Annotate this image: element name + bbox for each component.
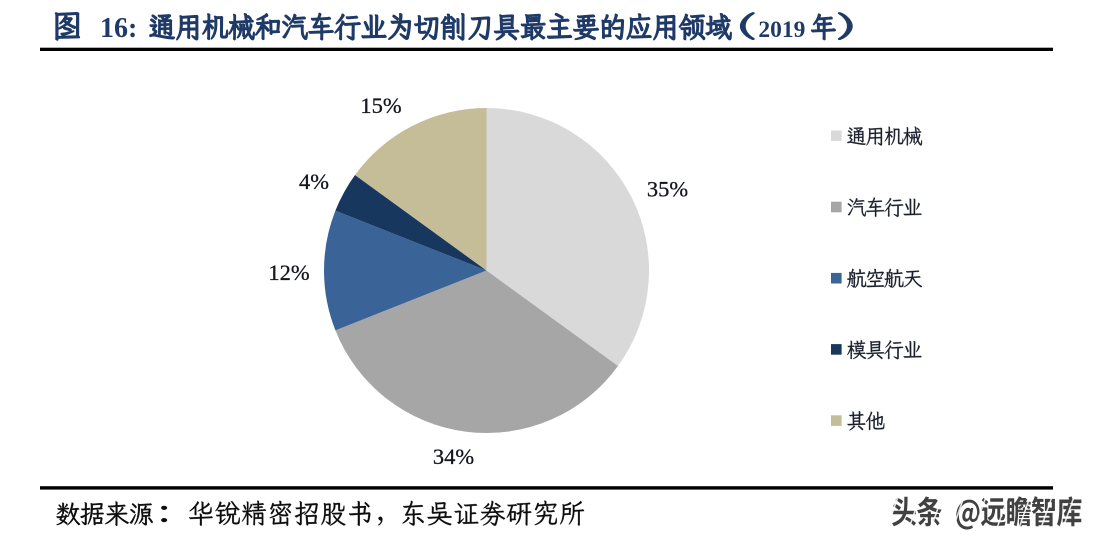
svg-text:34%: 34% (433, 444, 474, 469)
svg-text:16:: 16: (100, 13, 137, 44)
svg-text:4%: 4% (299, 169, 329, 194)
svg-text:35%: 35% (647, 177, 688, 202)
svg-text:15%: 15% (360, 93, 401, 118)
svg-text:2019: 2019 (758, 17, 805, 43)
svg-text:12%: 12% (268, 260, 309, 285)
